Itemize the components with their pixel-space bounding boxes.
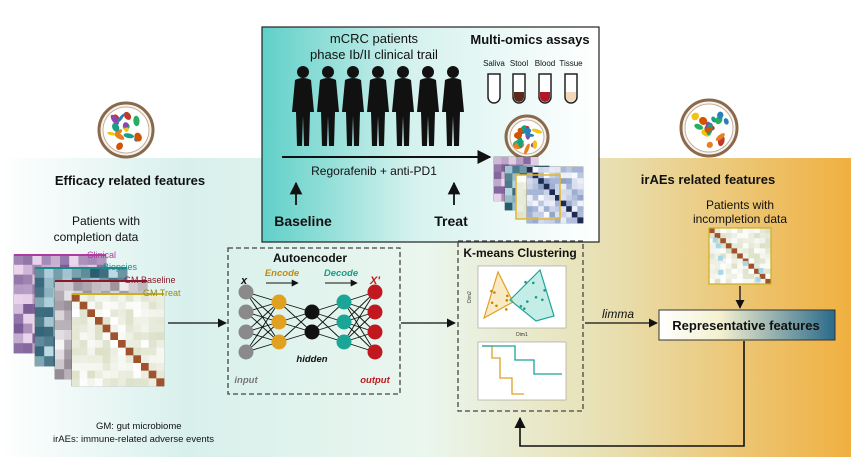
patient-silhouette-icon <box>342 66 364 146</box>
network-node <box>367 324 383 340</box>
network-node <box>271 294 287 310</box>
network-node <box>336 334 352 350</box>
ae-x-label: x <box>240 275 248 287</box>
treatment-label: Regorafenib + anti-PD1 <box>311 164 437 178</box>
microbiome-dish-icon <box>504 114 550 160</box>
microbiome-dish-icon <box>97 101 155 159</box>
ae-hidden-label: hidden <box>296 354 327 365</box>
network-node <box>238 324 254 340</box>
left-patients-line1: Patients with <box>72 214 140 228</box>
ae-decode-label: Decode <box>324 268 359 279</box>
right-patients-line1: Patients with <box>706 198 774 212</box>
network-node <box>271 314 287 330</box>
ae-output-label: output <box>360 375 390 386</box>
test-tube-icon <box>512 73 526 104</box>
svg-text:Dim1: Dim1 <box>516 332 528 338</box>
network-node <box>367 284 383 300</box>
patient-silhouette-icon <box>442 66 464 146</box>
network-node <box>238 344 254 360</box>
layer-label-gm-treat: GM Treat <box>143 288 181 298</box>
layer-label-clinical: Clinical <box>87 250 116 260</box>
representative-features-label: Representative features <box>672 318 819 333</box>
patient-silhouettes <box>292 66 464 146</box>
feedback-arrow <box>514 341 745 447</box>
network-node <box>367 344 383 360</box>
efficacy-title: Efficacy related features <box>55 173 205 188</box>
autoencoder-box <box>227 247 401 395</box>
trial-title-1: mCRC patients <box>330 31 419 46</box>
test-tube-icon <box>538 73 552 104</box>
patient-silhouette-icon <box>367 66 389 146</box>
microbiome-dish-icon <box>679 98 739 158</box>
autoencoder-title: Autoencoder <box>273 251 347 265</box>
right-patients-line2: incompletion data <box>693 212 787 226</box>
kmeans-title: K-means Clustering <box>463 246 576 260</box>
test-tube-icon <box>487 73 501 104</box>
completion-data-heatmaps <box>13 254 165 387</box>
ae-input-label: input <box>234 375 258 386</box>
network-node <box>304 304 320 320</box>
patient-silhouette-icon <box>417 66 439 146</box>
ae-encode-label: Encode <box>265 268 300 279</box>
network-node <box>238 304 254 320</box>
incompletion-data-heatmap <box>708 227 772 285</box>
kmeans-plots: Dim2 Dim1 <box>467 265 567 401</box>
multiomics-heatmap-stack <box>493 156 584 224</box>
patient-silhouette-icon <box>292 66 314 146</box>
test-tube-icon <box>564 73 578 104</box>
baseline-label: Baseline <box>274 213 332 229</box>
legend-irae: irAEs: immune-related adverse events <box>53 434 214 445</box>
legend-gm: GM: gut microbiome <box>96 421 182 432</box>
network-node <box>271 334 287 350</box>
survival-curve <box>482 345 562 375</box>
layer-label-biopsies: Biopsies <box>103 262 138 272</box>
network-node <box>304 324 320 340</box>
cluster-hull <box>482 270 514 320</box>
trial-title-2: phase Ib/II clinical trail <box>310 47 438 62</box>
kmeans-box <box>457 240 584 412</box>
left-patients-line2: completion data <box>54 230 139 244</box>
sample-label: Tissue <box>559 59 583 68</box>
treat-label: Treat <box>434 213 468 229</box>
network-node <box>336 314 352 330</box>
sample-label: Saliva <box>483 59 505 68</box>
limma-label: limma <box>602 307 634 321</box>
svg-text:Dim2: Dim2 <box>467 291 473 303</box>
network-node <box>367 304 383 320</box>
sample-label: Blood <box>535 59 555 68</box>
patient-silhouette-icon <box>317 66 339 146</box>
autoencoder-network <box>238 284 383 360</box>
layer-label-gm-baseline: GM Baseline <box>124 275 176 285</box>
network-node <box>336 294 352 310</box>
survival-curve <box>482 345 524 395</box>
irae-title: irAEs related features <box>641 172 775 187</box>
cluster-hull <box>509 268 555 322</box>
sample-label: Stool <box>510 59 528 68</box>
sample-tubes: Saliva Stool Blood Tissue <box>483 59 583 104</box>
patient-silhouette-icon <box>392 66 414 146</box>
assays-title: Multi-omics assays <box>470 32 589 47</box>
representative-features-box <box>658 309 836 341</box>
network-node <box>238 284 254 300</box>
ae-xprime-label: X' <box>369 275 380 287</box>
